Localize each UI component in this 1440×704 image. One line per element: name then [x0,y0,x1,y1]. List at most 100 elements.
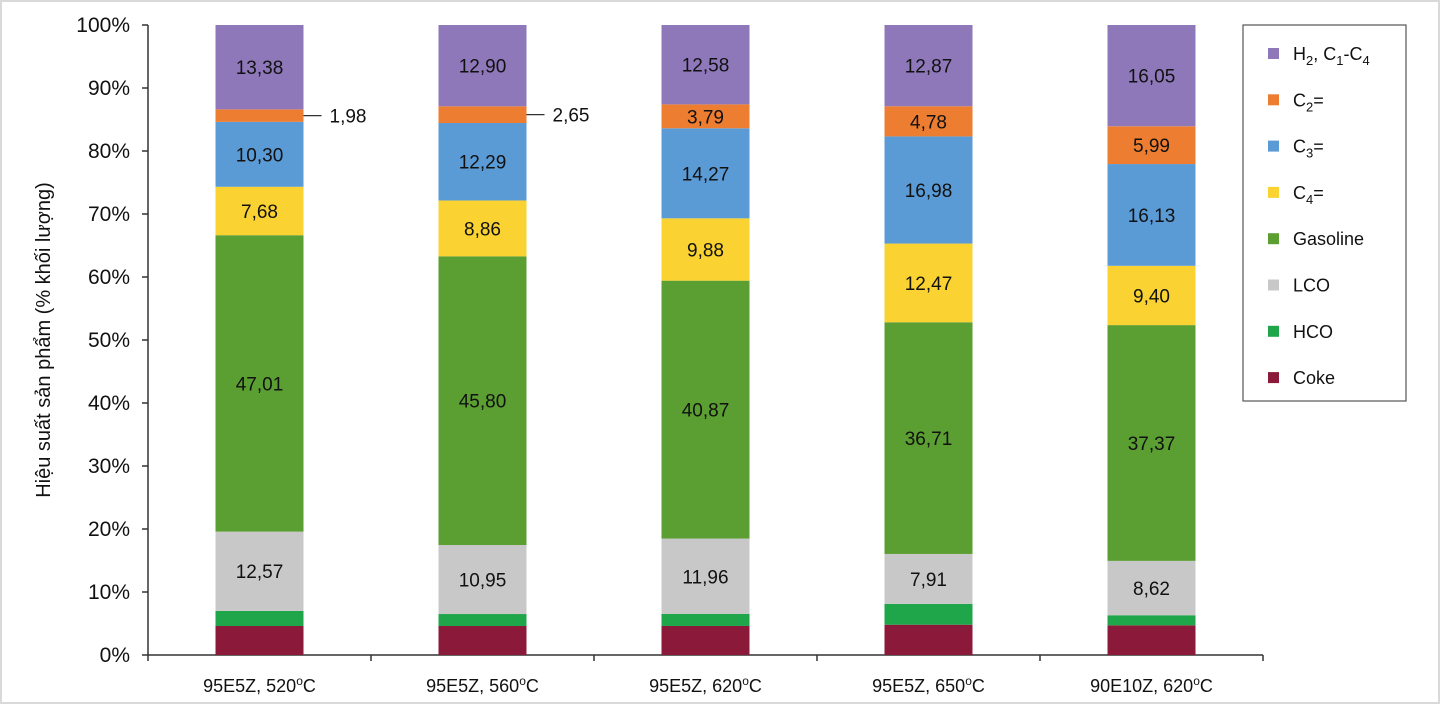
data-label-lco: 10,95 [459,571,507,592]
legend-label-lco: LCO [1293,276,1330,296]
data-label-lco: 7,91 [910,570,947,591]
bar-segment-gasoline [661,280,750,539]
data-label-h2c1c4: 16,05 [1128,67,1176,88]
data-label-gasoline: 47,01 [236,374,284,395]
bar-segment-c4 [438,200,527,257]
data-label-c4: 12,47 [905,274,953,295]
data-label-c3: 12,29 [459,153,507,174]
y-tick-label: 40% [88,392,130,415]
y-tick-label: 30% [88,455,130,478]
bar-segment-c4 [884,243,973,323]
y-tick-label: 50% [88,329,130,352]
legend-label-gasoline: Gasoline [1293,229,1364,249]
data-label-h2c1c4: 12,90 [459,57,507,78]
data-label-gasoline: 45,80 [459,392,507,413]
data-label-c2: 3,79 [687,107,724,128]
bar-segment-c3 [884,136,973,244]
y-tick-label: 80% [88,140,130,163]
legend-swatch-lco [1268,279,1279,291]
data-label-lco: 8,62 [1133,579,1170,600]
data-label-gasoline: 40,87 [682,401,730,422]
bar-segment-c3 [438,123,527,201]
bar-segment-c4 [661,218,750,281]
bar-segment-gasoline [438,256,527,546]
legend-label-h2c1c4: H2, C1-C4 [1293,44,1370,68]
data-label-gasoline: 37,37 [1128,434,1176,455]
x-tick-label: 95E5Z, 520oC [203,674,316,696]
bar-segment-gasoline [1107,325,1196,561]
bar-segment-hco [215,610,304,626]
data-label-lco: 11,96 [682,567,728,588]
data-label-c4: 8,86 [464,219,501,240]
legend-box [1242,24,1407,402]
bar-segment-gasoline [884,322,973,554]
y-tick-label: 90% [88,77,130,100]
x-tick-label: 95E5Z, 560oC [426,674,539,696]
bar-segment-c4 [1107,265,1196,326]
data-label-c3: 14,27 [682,164,730,185]
bar-segment-c2 [661,104,750,129]
bar-segment-lco [215,531,304,611]
data-label-c4: 9,88 [687,240,724,261]
data-label-gasoline: 36,71 [905,429,953,450]
legend-swatch-coke [1268,372,1279,384]
bar-segment-lco [661,538,750,614]
data-label-c3: 16,98 [905,181,953,202]
bar-segment-c3 [1107,164,1196,266]
bar-segment-c3 [215,121,304,187]
data-label-c3: 16,13 [1128,206,1176,227]
bar-segment-lco [438,545,527,615]
bar-segment-c4 [215,186,304,236]
bar-segment-c2 [438,106,527,124]
legend-label-c2: C2= [1293,90,1324,114]
bar-segment-coke [661,625,750,655]
bar-segment-c2 [884,106,973,137]
legend-swatch-gasoline [1268,233,1279,245]
y-tick-label: 60% [88,266,130,289]
bar-segment-hco [438,614,527,627]
legend-label-c3: C3= [1293,137,1324,161]
y-tick-label: 0% [100,644,130,667]
bar-segment-lco [1107,560,1196,616]
bar-segment-coke [438,626,527,655]
data-label-c4: 7,68 [241,202,278,223]
bar-segment-h2c1c4 [884,25,973,107]
bar-segment-c3 [661,128,750,219]
data-label-h2c1c4: 12,58 [682,56,730,77]
data-label-h2c1c4: 12,87 [905,57,953,78]
legend-swatch-hco [1268,325,1279,337]
bar-segment-c2 [1107,126,1196,165]
data-label-h2c1c4: 13,38 [236,58,284,79]
y-axis-label: Hiệu suất sản phẩm (% khối lượng) [33,182,55,498]
y-tick-label: 70% [88,203,130,226]
data-label-c2: 4,78 [910,112,947,133]
bar-segment-c2 [215,109,304,122]
legend-swatch-c4 [1268,186,1279,198]
legend-swatch-c3 [1268,140,1279,152]
data-label-c2: 5,99 [1133,136,1170,157]
bar-segment-hco [661,613,750,626]
bar-segment-h2c1c4 [215,25,304,110]
legend-swatch-h2c1c4 [1268,48,1279,59]
legend-label-hco: HCO [1293,322,1333,342]
bar-segment-gasoline [215,235,304,532]
x-tick-label: 90E10Z, 620oC [1090,674,1213,696]
legend-label-c4: C4= [1293,183,1324,207]
bar-segment-h2c1c4 [438,25,527,107]
bar-segment-hco [1107,615,1196,626]
data-label-c4: 9,40 [1133,286,1170,307]
legend-label-coke: Coke [1293,368,1335,388]
bar-segment-coke [884,624,973,655]
bar-segment-hco [884,603,973,625]
y-tick-label: 20% [88,518,130,541]
bar-segment-lco [884,553,973,604]
y-tick-label: 100% [76,14,130,37]
bar-segment-coke [1107,625,1196,655]
bar-segment-h2c1c4 [1107,25,1196,127]
data-label-c2: 2,65 [553,106,590,127]
x-tick-label: 95E5Z, 650oC [872,674,985,696]
data-label-lco: 12,57 [236,562,284,583]
data-label-c3: 10,30 [236,145,284,166]
y-tick-label: 10% [88,581,130,604]
